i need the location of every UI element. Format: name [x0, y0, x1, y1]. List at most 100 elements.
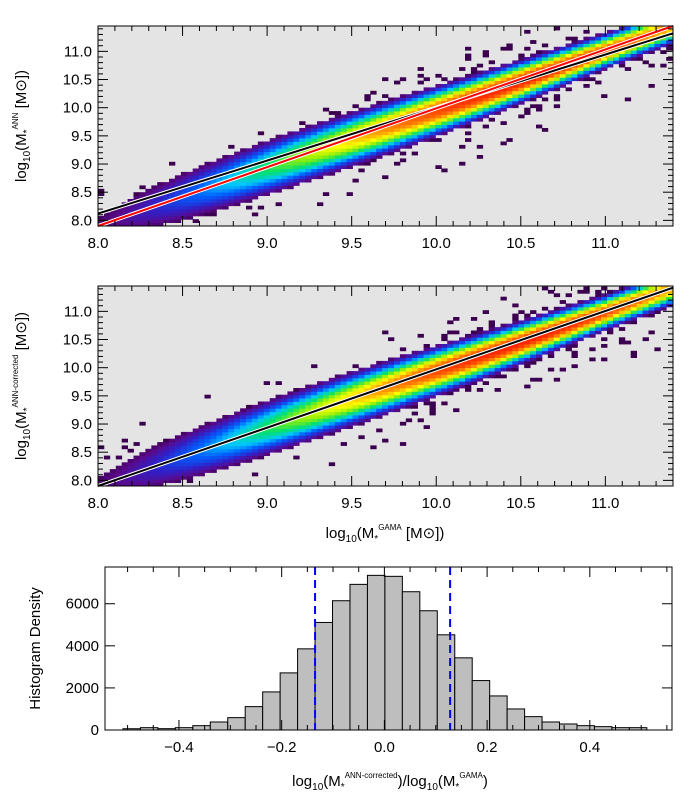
heatmap-cell	[470, 107, 478, 112]
heatmap-cell	[465, 124, 472, 129]
heatmap-cell	[257, 438, 265, 443]
y-tick-label: 10.5	[63, 332, 92, 349]
heatmap-cell	[506, 63, 513, 68]
heatmap-cell	[169, 161, 176, 166]
heatmap-cell	[494, 360, 501, 365]
heatmap-cell	[571, 313, 578, 318]
heatmap-cell	[287, 431, 294, 436]
heatmap-cell	[530, 84, 537, 88]
heatmap-cell	[222, 431, 229, 436]
heatmap-cell	[530, 360, 537, 365]
heatmap-cell	[459, 374, 466, 379]
heatmap-cell	[447, 377, 454, 382]
heatmap-cell	[246, 185, 253, 190]
heatmap-cell	[417, 124, 424, 129]
heatmap-cell	[399, 151, 407, 156]
heatmap-cell	[470, 347, 478, 352]
heatmap-cell	[346, 421, 353, 426]
heatmap-cell	[281, 428, 288, 433]
heatmap-cell	[180, 199, 188, 203]
heatmap-cell	[399, 354, 407, 358]
heatmap-cell	[500, 46, 507, 51]
x-tick-label: −0.4	[164, 739, 194, 756]
heatmap-cell	[607, 40, 614, 44]
heatmap-cell	[382, 148, 389, 153]
heatmap-cell	[453, 317, 460, 321]
heatmap-cell	[465, 80, 472, 85]
heatmap-cell	[234, 448, 241, 453]
heatmap-cell	[476, 388, 484, 392]
heatmap-cell	[269, 415, 276, 419]
heatmap-cell	[328, 128, 336, 132]
heatmap-cell	[429, 360, 436, 365]
heatmap-cell	[613, 293, 620, 298]
heatmap-cell	[169, 469, 176, 473]
y-axis-title: log10(M*ANN-corrected [M⊙])	[11, 312, 33, 460]
heatmap-cell	[453, 354, 460, 358]
heatmap-cell	[293, 151, 300, 156]
heatmap-cell	[305, 431, 312, 436]
heatmap-cell	[186, 448, 194, 453]
heatmap-cell	[595, 70, 602, 75]
heatmap-cell	[405, 364, 413, 369]
heatmap-cell	[547, 317, 555, 321]
heatmap-cell	[429, 121, 436, 125]
heatmap-cell	[589, 300, 596, 304]
heatmap-cell	[476, 107, 484, 112]
heatmap-cell	[642, 306, 649, 311]
heatmap-cell	[198, 168, 205, 173]
heatmap-cell	[157, 482, 164, 487]
heatmap-cell	[269, 428, 276, 433]
heatmap-cell	[470, 333, 478, 338]
heatmap-cell	[322, 168, 330, 173]
heatmap-cell	[352, 415, 359, 419]
heatmap-cell	[328, 151, 336, 156]
heatmap-cell	[441, 367, 448, 372]
heatmap-cell	[234, 425, 241, 429]
heatmap-cell	[488, 330, 495, 335]
heatmap-cell	[222, 462, 229, 467]
heatmap-cell	[423, 391, 430, 396]
heatmap-cell	[287, 421, 294, 426]
heatmap-cell	[648, 296, 655, 301]
heatmap-cell	[666, 57, 673, 61]
heatmap-cell	[204, 431, 211, 436]
heatmap-cell	[228, 442, 235, 446]
heatmap-cell	[174, 202, 182, 207]
heatmap-cell	[281, 404, 288, 409]
heatmap-cell	[506, 94, 513, 98]
heatmap-cell	[411, 107, 418, 112]
heatmap-cell	[240, 438, 247, 443]
heatmap-cell	[317, 134, 324, 139]
heatmap-cell	[518, 70, 525, 75]
heatmap-cell	[376, 144, 383, 149]
heatmap-cell	[246, 188, 253, 193]
heatmap-cell	[488, 100, 495, 105]
heatmap-cell	[293, 168, 300, 173]
heatmap-cell	[287, 161, 294, 166]
heatmap-cell	[583, 36, 590, 41]
heatmap-cell	[163, 215, 170, 220]
heatmap-cell	[322, 192, 330, 196]
heatmap-cell	[624, 293, 632, 298]
heatmap-cell	[595, 323, 602, 328]
heatmap-cell	[364, 384, 371, 389]
heatmap-cell	[453, 87, 460, 92]
heatmap-cell	[618, 36, 626, 41]
heatmap-cell	[228, 425, 235, 429]
heatmap-cell	[281, 425, 288, 429]
heatmap-cell	[577, 77, 584, 82]
heatmap-cell	[328, 415, 336, 419]
heatmap-cell	[541, 313, 549, 318]
heatmap-cell	[423, 384, 430, 389]
y-tick-label: 10.0	[63, 360, 92, 377]
heatmap-cell	[541, 286, 549, 291]
heatmap-cell	[553, 340, 561, 345]
heatmap-cell	[263, 448, 270, 453]
heatmap-cell	[530, 40, 537, 44]
heatmap-cell	[98, 192, 105, 196]
heatmap-cell	[607, 323, 614, 328]
heatmap-cell	[180, 188, 188, 193]
heatmap-cell	[559, 53, 566, 58]
y-tick-label: 9.5	[71, 128, 92, 145]
